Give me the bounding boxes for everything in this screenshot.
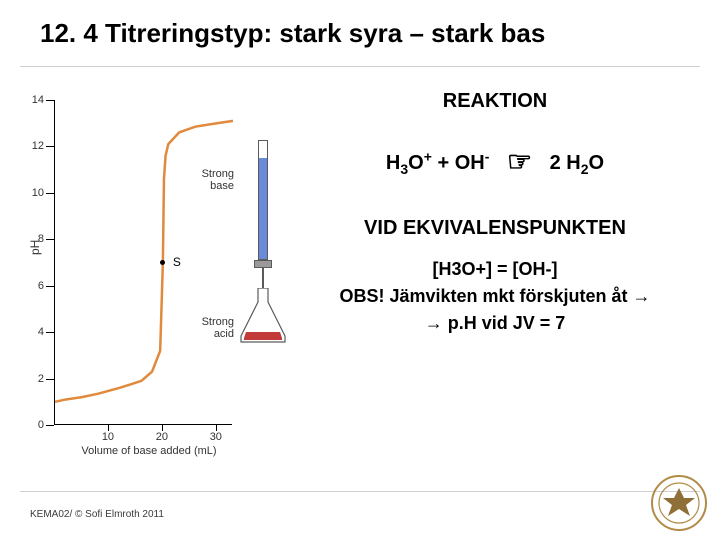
equivalence-text: [H3O+] = [OH-] OBS! Jämvikten mkt förskj… xyxy=(300,256,690,337)
burette-tip xyxy=(262,268,264,290)
titration-curve xyxy=(55,121,233,402)
divider-top xyxy=(20,66,700,67)
equivalence-heading: VID EKVIVALENSPUNKTEN xyxy=(300,217,690,240)
titration-apparatus: Strong base Strong acid xyxy=(236,140,286,400)
reaction-heading: REAKTION xyxy=(300,90,690,113)
divider-bottom xyxy=(20,491,700,492)
reaction-equation: H3O+ + OH- ☞ 2 H2O xyxy=(300,143,690,177)
titrant-label: Strong base xyxy=(190,168,234,192)
slide-title: 12. 4 Titreringstyp: stark syra – stark … xyxy=(40,18,680,49)
erlenmeyer-flask xyxy=(238,288,288,346)
burette-liquid xyxy=(259,158,267,259)
university-seal-icon xyxy=(650,474,708,532)
equivalence-point-label: S xyxy=(173,255,181,269)
burette-stopcock xyxy=(254,260,272,268)
titration-chart: S xyxy=(54,100,232,425)
content-area: REAKTION H3O+ + OH- ☞ 2 H2O VID EKVIVALE… xyxy=(300,90,690,337)
x-axis-label: Volume of base added (mL) xyxy=(60,445,238,457)
flask-liquid xyxy=(244,332,282,340)
analyte-label: Strong acid xyxy=(190,316,234,340)
titration-figure: pH Volume of base added (mL) S 024681012… xyxy=(20,95,290,475)
footer-text: KEMA02/ © Sofi Elmroth 2011 xyxy=(30,509,164,520)
pointing-hand-icon: ☞ xyxy=(507,145,532,178)
